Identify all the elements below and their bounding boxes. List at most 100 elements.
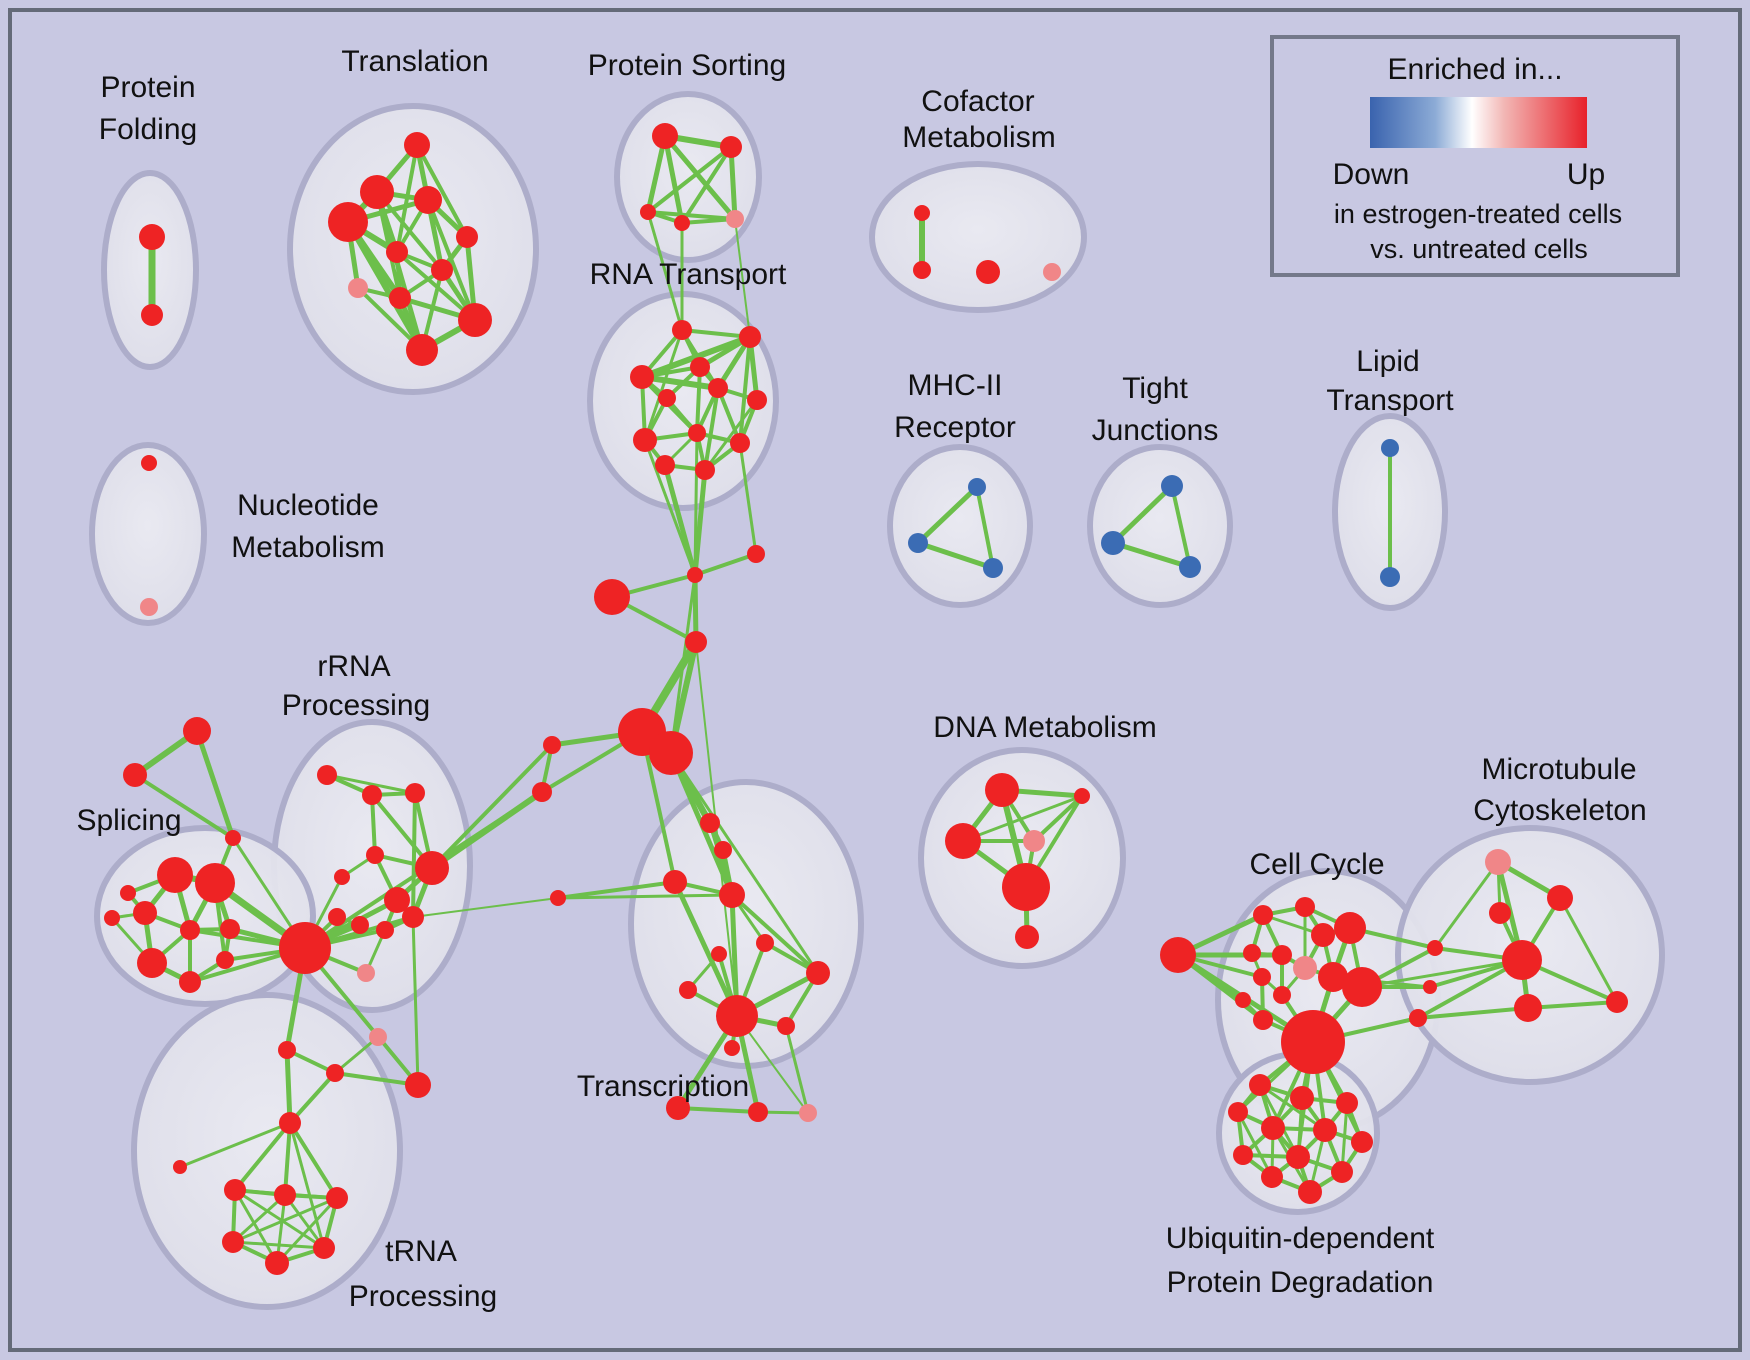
node-s10 (104, 910, 120, 926)
edge-b3-tn3 (288, 1121, 339, 1200)
legend-gradient-bar (1370, 97, 1587, 148)
node-d4 (1023, 830, 1045, 852)
edge-b2-rr12 (333, 1071, 420, 1087)
cluster-label-trna-processing-line1: tRNA (385, 1235, 457, 1268)
legend-box (1270, 35, 1680, 277)
node-lt1 (1381, 439, 1399, 457)
node-r8 (328, 908, 346, 926)
node-cc13 (1253, 1010, 1273, 1030)
edge-tr13-tr14 (676, 1106, 760, 1114)
node-cc11 (1273, 986, 1291, 1004)
edge-cc10-mt4 (1360, 958, 1524, 989)
node-g1 (183, 717, 211, 745)
edge-rt5-rt12 (703, 386, 720, 472)
node-cf1 (914, 205, 930, 221)
node-rt9 (688, 424, 706, 442)
edge-tr11-tr15 (784, 1024, 810, 1115)
edge-k1-mt1 (1433, 860, 1500, 950)
edge-tr5-r11 (412, 897, 559, 918)
node-nm1 (141, 455, 157, 471)
node-tr14 (748, 1102, 768, 1122)
node-tj1 (1161, 475, 1183, 497)
node-cf3 (976, 260, 1000, 284)
edge-d2-d3 (961, 794, 1084, 843)
edge-lc1-r6 (430, 743, 554, 870)
node-tj2 (1101, 531, 1125, 555)
edge-ps2-ps5 (728, 144, 738, 222)
edge-b3-tn5 (288, 1121, 326, 1250)
edge-rt1-rt8 (643, 328, 684, 442)
cluster-ellipse-cofactor-metabolism (869, 161, 1087, 313)
node-tr7 (711, 946, 727, 962)
legend-subtitle-line1: in estrogen-treated cells (1334, 199, 1622, 229)
edge-b1-b3 (284, 1047, 293, 1126)
node-r11 (402, 906, 424, 928)
node-cf4 (1043, 263, 1061, 281)
edge-b3-tn2 (283, 1121, 292, 1197)
node-mt4 (1502, 940, 1542, 980)
node-cc9 (1318, 962, 1348, 992)
edge-ps1-ps4 (662, 133, 685, 226)
node-g3 (225, 830, 241, 846)
edge-rt6-rt12 (703, 398, 759, 472)
cluster-label-dna-metabolism-line1: DNA Metabolism (933, 711, 1156, 744)
edge-rt1-rt2 (680, 328, 752, 339)
node-rt1 (672, 320, 692, 340)
edge-ps1-ps5 (662, 133, 738, 222)
node-s3 (133, 901, 157, 925)
node-mt3 (1489, 902, 1511, 924)
node-rt2 (739, 326, 761, 348)
edge-ch1-hub2 (669, 573, 697, 755)
node-mt2 (1547, 885, 1573, 911)
node-t1 (404, 132, 430, 158)
node-tn1 (224, 1179, 246, 1201)
edge-ps5-rt2 (734, 218, 751, 338)
node-mh2 (908, 533, 928, 553)
edge-b3-b4 (178, 1121, 292, 1169)
edge-rt2-rt10 (738, 335, 752, 445)
cluster-label-cofactor-metabolism-line2: Metabolism (902, 121, 1055, 154)
cluster-label-translation-line1: Translation (341, 45, 488, 78)
node-ps5 (726, 210, 744, 228)
edge-mt5-mt6 (1526, 1000, 1619, 1010)
node-r5 (334, 869, 350, 885)
figure-border (8, 8, 1742, 1352)
node-hub2 (649, 731, 693, 775)
node-ps4 (674, 215, 690, 231)
node-t11 (406, 334, 438, 366)
node-tr6 (756, 934, 774, 952)
node-cchub (1281, 1010, 1345, 1074)
edge-tn3-tn4 (231, 1196, 339, 1244)
cluster-labels-layer: Protein Folding Translation Protein Sorting… (76, 45, 1646, 1313)
node-u1 (1249, 1074, 1271, 1096)
edge-tj1-tj3 (1170, 484, 1192, 569)
edge-ch1-ch2 (693, 552, 758, 577)
edge-rt11-ch1 (662, 462, 698, 578)
node-rp1 (357, 964, 375, 982)
node-r1 (317, 765, 337, 785)
node-r9 (351, 916, 369, 934)
edge-hub2-tr8 (669, 751, 820, 975)
node-t4 (328, 202, 368, 242)
edge-g1-g3 (194, 728, 236, 841)
node-pf1 (139, 224, 165, 250)
node-tr11 (777, 1017, 795, 1035)
node-k3 (1409, 1009, 1427, 1027)
node-r2 (362, 785, 382, 805)
cluster-label-protein-folding-line2: Folding (99, 113, 197, 146)
node-tr3 (663, 870, 687, 894)
node-mh1 (968, 478, 986, 496)
node-t3 (414, 186, 442, 214)
node-cc10 (1342, 967, 1382, 1007)
cluster-label-microtubule-cytoskeleton-line2: Cytoskeleton (1473, 794, 1646, 827)
node-rt6 (747, 390, 767, 410)
node-rp2 (369, 1028, 387, 1046)
node-b1 (278, 1041, 296, 1059)
node-nm2 (140, 598, 158, 616)
legend-down-label: Down (1333, 158, 1410, 191)
node-ch1 (687, 567, 703, 583)
cluster-label-nucleotide-metabolism-line1: Nucleotide (237, 489, 379, 522)
node-d1 (985, 773, 1019, 807)
node-lc2 (532, 782, 552, 802)
